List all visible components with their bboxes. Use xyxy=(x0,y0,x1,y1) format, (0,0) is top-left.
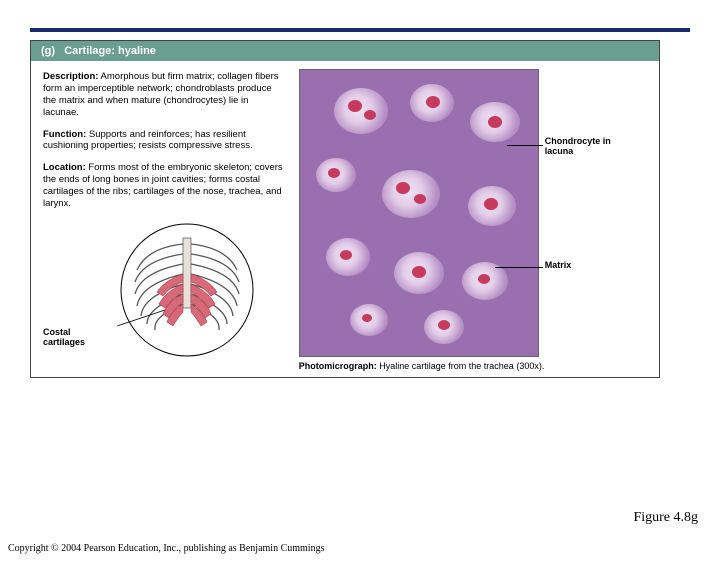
chondrocyte-nucleus xyxy=(412,266,426,278)
figure-title: Cartilage: hyaline xyxy=(64,45,156,57)
function-block: Function: Supports and reinforces; has r… xyxy=(43,129,285,153)
chondrocyte-nucleus xyxy=(438,320,450,330)
content-row: Description: Amorphous but firm matrix; … xyxy=(31,61,659,377)
chondrocyte-nucleus xyxy=(348,100,362,112)
chondrocyte-nucleus xyxy=(396,182,410,194)
costal-cartilages-label: Costal cartilages xyxy=(43,328,93,348)
ribcage-svg xyxy=(117,220,257,360)
lacuna-cell xyxy=(350,304,388,336)
chondrocyte-nucleus xyxy=(362,314,372,322)
top-rule xyxy=(30,28,690,32)
lacuna-cell xyxy=(326,238,370,276)
chondrocyte-leader-line xyxy=(507,145,543,146)
photomicrograph-image xyxy=(299,69,539,357)
ribcage-diagram: Costal cartilages xyxy=(43,220,285,360)
location-block: Location: Forms most of the embryonic sk… xyxy=(43,162,285,210)
figure-number: Figure 4.8g xyxy=(633,510,698,526)
chondrocyte-nucleus xyxy=(426,96,440,108)
chondrocyte-nucleus xyxy=(340,250,352,260)
photomicrograph-caption: Photomicrograph: Hyaline cartilage from … xyxy=(299,361,651,371)
chondrocyte-nucleus xyxy=(478,274,490,284)
lacuna-cell xyxy=(468,186,516,226)
figure-header: (g) Cartilage: hyaline xyxy=(31,41,659,61)
caption-label: Photomicrograph: xyxy=(299,361,377,371)
chondrocyte-nucleus xyxy=(484,198,498,210)
lacuna-cell xyxy=(410,84,454,122)
copyright-text: Copyright © 2004 Pearson Education, Inc.… xyxy=(8,543,324,554)
chondrocyte-nucleus xyxy=(328,168,340,178)
figure-letter: (g) xyxy=(41,45,55,57)
chondrocyte-nucleus xyxy=(488,116,502,128)
description-block: Description: Amorphous but firm matrix; … xyxy=(43,71,285,119)
lacuna-cell xyxy=(424,310,464,344)
left-column: Description: Amorphous but firm matrix; … xyxy=(31,61,295,377)
lacuna-cell xyxy=(394,252,444,294)
chondrocyte-nucleus xyxy=(414,194,426,204)
lacuna-cell xyxy=(316,158,356,192)
figure-box: (g) Cartilage: hyaline Description: Amor… xyxy=(30,40,660,378)
matrix-leader-line xyxy=(495,267,543,268)
right-column: Chondrocyte in lacuna Matrix Photomicrog… xyxy=(295,61,659,377)
lacuna-cell xyxy=(334,88,388,134)
location-label: Location: xyxy=(43,162,86,173)
chondrocyte-annotation: Chondrocyte in lacuna xyxy=(545,137,615,157)
description-label: Description: xyxy=(43,71,98,82)
matrix-annotation: Matrix xyxy=(545,261,605,271)
caption-text: Hyaline cartilage from the trachea (300x… xyxy=(377,361,545,371)
lacuna-cell xyxy=(470,102,520,142)
chondrocyte-nucleus xyxy=(364,110,376,120)
lacuna-cell xyxy=(382,170,440,218)
function-label: Function: xyxy=(43,129,86,140)
